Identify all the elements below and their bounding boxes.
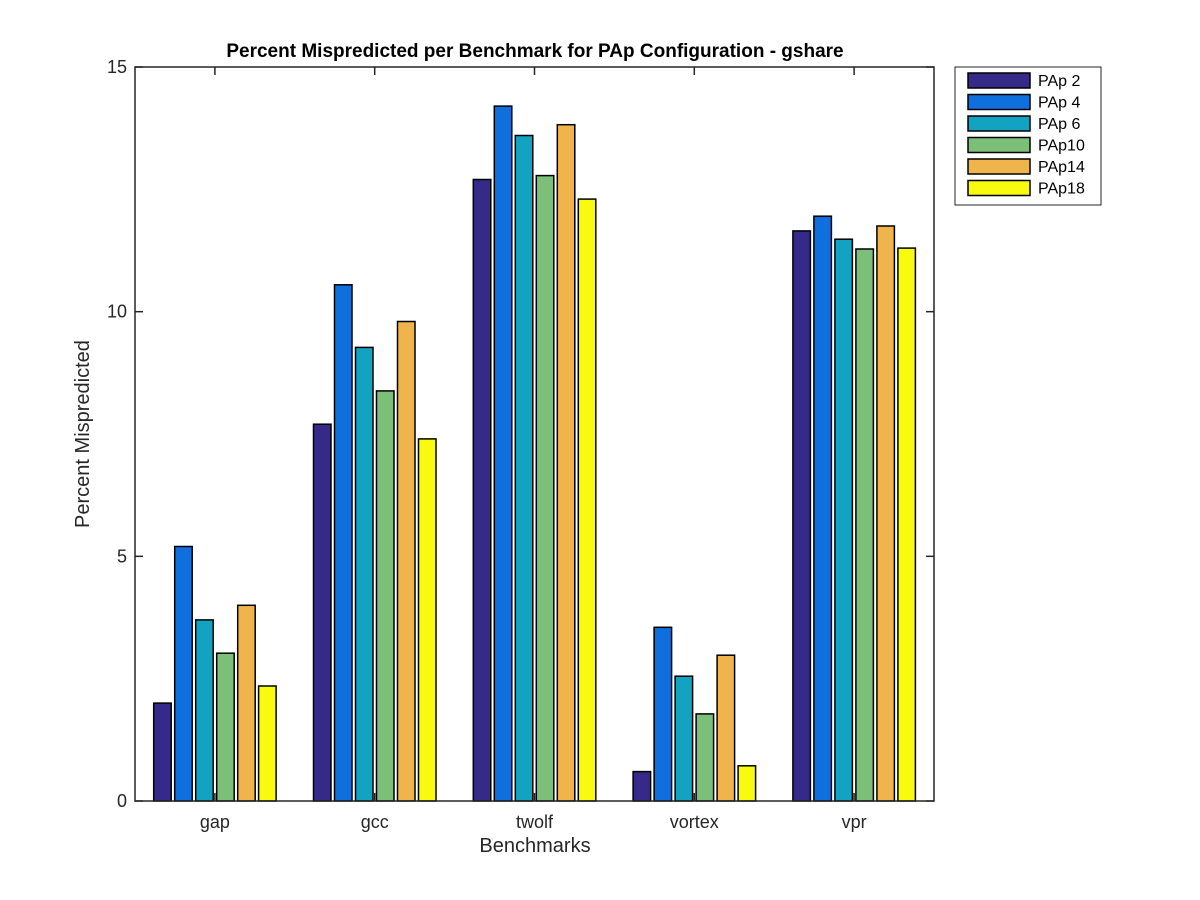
x-tick-label-vpr: vpr bbox=[842, 812, 867, 832]
bar-gcc-pap2 bbox=[312, 423, 332, 802]
bar-gap-pap18 bbox=[257, 685, 277, 802]
bar-vpr-pap18 bbox=[897, 247, 917, 802]
bar-gap-pap6 bbox=[194, 619, 214, 802]
x-tick-label-twolf: twolf bbox=[516, 812, 554, 832]
legend-swatch bbox=[967, 158, 1031, 175]
bar-vpr-pap6 bbox=[834, 238, 854, 802]
plot-frame bbox=[134, 66, 935, 802]
legend: PAp 2 PAp 4 PAp 6 PAp10 PAp14 PAp18 bbox=[954, 66, 1102, 206]
bar-vortex-pap10 bbox=[695, 713, 715, 802]
bar-twolf-pap6 bbox=[514, 134, 534, 802]
bar-twolf-pap14 bbox=[556, 123, 576, 802]
bar-twolf-pap2 bbox=[472, 178, 492, 802]
bar-gcc-pap6 bbox=[354, 346, 374, 802]
bar-twolf-pap10 bbox=[535, 174, 555, 802]
bar-twolf-pap18 bbox=[577, 198, 597, 802]
legend-label: PAp14 bbox=[1038, 159, 1085, 176]
bar-vortex-pap2 bbox=[632, 770, 652, 802]
bar-vortex-pap4 bbox=[653, 626, 673, 802]
y-tick-label: 5 bbox=[117, 546, 127, 566]
y-tick-label: 10 bbox=[107, 302, 127, 322]
bar-gcc-pap4 bbox=[333, 284, 353, 802]
legend-swatch bbox=[967, 72, 1031, 89]
bar-gap-pap14 bbox=[236, 604, 256, 802]
legend-label: PAp 6 bbox=[1038, 116, 1081, 133]
legend-swatch bbox=[967, 179, 1031, 197]
bar-twolf-pap4 bbox=[493, 105, 513, 802]
bar-vpr-pap14 bbox=[876, 225, 896, 802]
x-tick-label-gcc: gcc bbox=[361, 812, 389, 832]
bar-vortex-pap18 bbox=[737, 765, 757, 802]
legend-label: PAp10 bbox=[1038, 138, 1085, 155]
x-axis-ticks: gap gcc twolf vortex vpr bbox=[200, 67, 867, 832]
bar-gap-pap10 bbox=[215, 652, 235, 802]
bar-vortex-pap6 bbox=[674, 675, 694, 802]
bar-vpr-pap4 bbox=[813, 215, 833, 802]
bar-gap-pap4 bbox=[173, 545, 193, 802]
bar-vpr-pap2 bbox=[792, 230, 812, 802]
bar-vpr-pap10 bbox=[855, 248, 875, 802]
x-tick-label-vortex: vortex bbox=[670, 812, 719, 832]
bar-gcc-pap14 bbox=[396, 320, 416, 802]
bar-gap-pap2 bbox=[152, 702, 172, 802]
legend-label: PAp 4 bbox=[1038, 95, 1081, 112]
y-tick-label: 0 bbox=[117, 791, 127, 811]
legend-label: PAp 2 bbox=[1038, 73, 1081, 90]
legend-swatch bbox=[967, 136, 1031, 154]
legend-label: PAp18 bbox=[1038, 181, 1085, 198]
x-tick-label-gap: gap bbox=[200, 812, 230, 832]
bar-gcc-pap18 bbox=[417, 438, 437, 802]
legend-swatch bbox=[967, 115, 1031, 132]
bar-gcc-pap10 bbox=[375, 390, 395, 802]
bar-vortex-pap14 bbox=[716, 654, 736, 802]
legend-swatch bbox=[967, 93, 1031, 111]
bars-layer bbox=[152, 105, 917, 802]
x-axis-label: Benchmarks bbox=[479, 835, 590, 857]
chart-title: Percent Mispredicted per Benchmark for P… bbox=[226, 41, 843, 62]
y-axis-label: Percent Mispredicted bbox=[72, 340, 94, 528]
y-tick-label: 15 bbox=[107, 57, 127, 77]
